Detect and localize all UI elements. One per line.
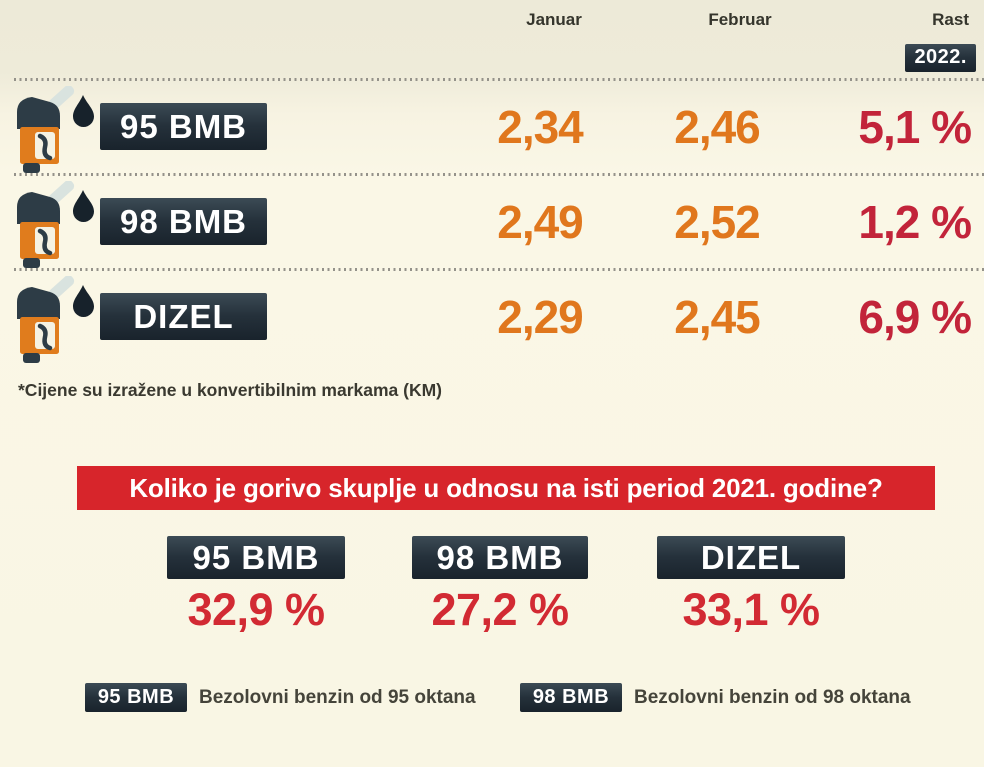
oil-drop-icon — [73, 285, 94, 317]
fuel-nozzle-icon — [13, 85, 108, 179]
legend-description-98bmb: Bezolovni benzin od 98 oktana — [634, 687, 911, 708]
column-header-januar: Januar — [526, 10, 582, 29]
price-january: 2,34 — [497, 101, 584, 153]
price-february: 2,52 — [674, 196, 761, 248]
oil-drop-icon — [73, 190, 94, 222]
price-january: 2,29 — [497, 291, 584, 343]
comparison-label-dizel: DIZEL — [657, 536, 845, 579]
legend-badge-95bmb: 95 BMB — [85, 683, 187, 712]
comparison-label-95bmb: 95 BMB — [167, 536, 345, 579]
legend-badge-98bmb: 98 BMB — [520, 683, 622, 712]
dotted-divider — [14, 268, 984, 271]
oil-drop-icon — [73, 95, 94, 127]
dotted-divider — [14, 78, 984, 81]
comparison-value-98bmb: 27,2 % — [431, 584, 569, 635]
price-january: 2,49 — [497, 196, 584, 248]
growth-percent: 6,9 % — [858, 291, 972, 343]
growth-percent: 1,2 % — [858, 196, 972, 248]
year-badge: 2022. — [905, 44, 976, 72]
dotted-divider — [14, 173, 984, 176]
price-footnote: *Cijene su izražene u konvertibilnim mar… — [18, 380, 443, 400]
price-february: 2,46 — [674, 101, 761, 153]
comparison-value-95bmb: 32,9 % — [187, 584, 325, 635]
price-february: 2,45 — [674, 291, 761, 343]
column-header-februar: Februar — [708, 10, 772, 29]
comparison-label-98bmb: 98 BMB — [412, 536, 588, 579]
fuel-nozzle-icon — [13, 180, 108, 274]
legend-description-95bmb: Bezolovni benzin od 95 oktana — [199, 687, 476, 708]
table-row-95bmb: 95 BMB 2,34 2,46 5,1 % — [0, 85, 984, 179]
fuel-label-badge: DIZEL — [100, 293, 267, 340]
table-row-98bmb: 98 BMB 2,49 2,52 1,2 % — [0, 180, 984, 274]
fuel-label-badge: 98 BMB — [100, 198, 267, 245]
fuel-label-badge: 95 BMB — [100, 103, 267, 150]
column-header-rast: Rast — [932, 10, 969, 29]
growth-percent: 5,1 % — [858, 101, 972, 153]
comparison-value-dizel: 33,1 % — [682, 584, 820, 635]
comparison-question-banner: Koliko je gorivo skuplje u odnosu na ist… — [77, 466, 935, 510]
fuel-nozzle-icon — [13, 275, 108, 369]
table-row-dizel: DIZEL 2,29 2,45 6,9 % — [0, 275, 984, 369]
